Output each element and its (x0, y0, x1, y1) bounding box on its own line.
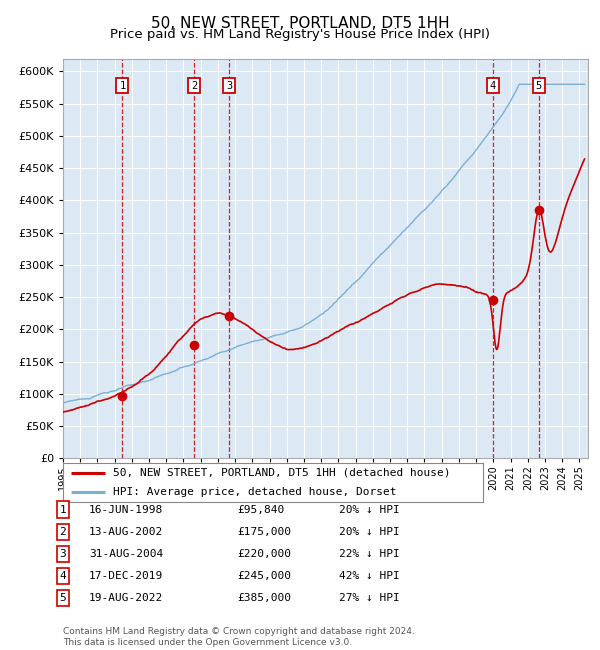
Text: 19-AUG-2022: 19-AUG-2022 (89, 593, 163, 603)
Text: Contains HM Land Registry data © Crown copyright and database right 2024.
This d: Contains HM Land Registry data © Crown c… (63, 627, 415, 647)
Text: 17-DEC-2019: 17-DEC-2019 (89, 571, 163, 581)
Text: £95,840: £95,840 (237, 504, 284, 515)
Text: 3: 3 (226, 81, 232, 90)
Text: 22% ↓ HPI: 22% ↓ HPI (339, 549, 400, 559)
Text: 27% ↓ HPI: 27% ↓ HPI (339, 593, 400, 603)
Text: 42% ↓ HPI: 42% ↓ HPI (339, 571, 400, 581)
Text: 20% ↓ HPI: 20% ↓ HPI (339, 504, 400, 515)
Text: £385,000: £385,000 (237, 593, 291, 603)
Text: 31-AUG-2004: 31-AUG-2004 (89, 549, 163, 559)
Text: 16-JUN-1998: 16-JUN-1998 (89, 504, 163, 515)
Text: 2: 2 (59, 526, 67, 537)
Text: £175,000: £175,000 (237, 526, 291, 537)
Text: £220,000: £220,000 (237, 549, 291, 559)
Text: 5: 5 (535, 81, 542, 90)
Text: 1: 1 (59, 504, 67, 515)
Text: 1: 1 (119, 81, 125, 90)
Text: 13-AUG-2002: 13-AUG-2002 (89, 526, 163, 537)
Text: 50, NEW STREET, PORTLAND, DT5 1HH: 50, NEW STREET, PORTLAND, DT5 1HH (151, 16, 449, 31)
Text: 2: 2 (191, 81, 197, 90)
Text: 20% ↓ HPI: 20% ↓ HPI (339, 526, 400, 537)
Text: £245,000: £245,000 (237, 571, 291, 581)
Text: 4: 4 (59, 571, 67, 581)
Text: 50, NEW STREET, PORTLAND, DT5 1HH (detached house): 50, NEW STREET, PORTLAND, DT5 1HH (detac… (113, 467, 451, 478)
Text: HPI: Average price, detached house, Dorset: HPI: Average price, detached house, Dors… (113, 487, 397, 497)
Text: 3: 3 (59, 549, 67, 559)
Text: Price paid vs. HM Land Registry's House Price Index (HPI): Price paid vs. HM Land Registry's House … (110, 28, 490, 41)
Text: 4: 4 (490, 81, 496, 90)
Text: 5: 5 (59, 593, 67, 603)
